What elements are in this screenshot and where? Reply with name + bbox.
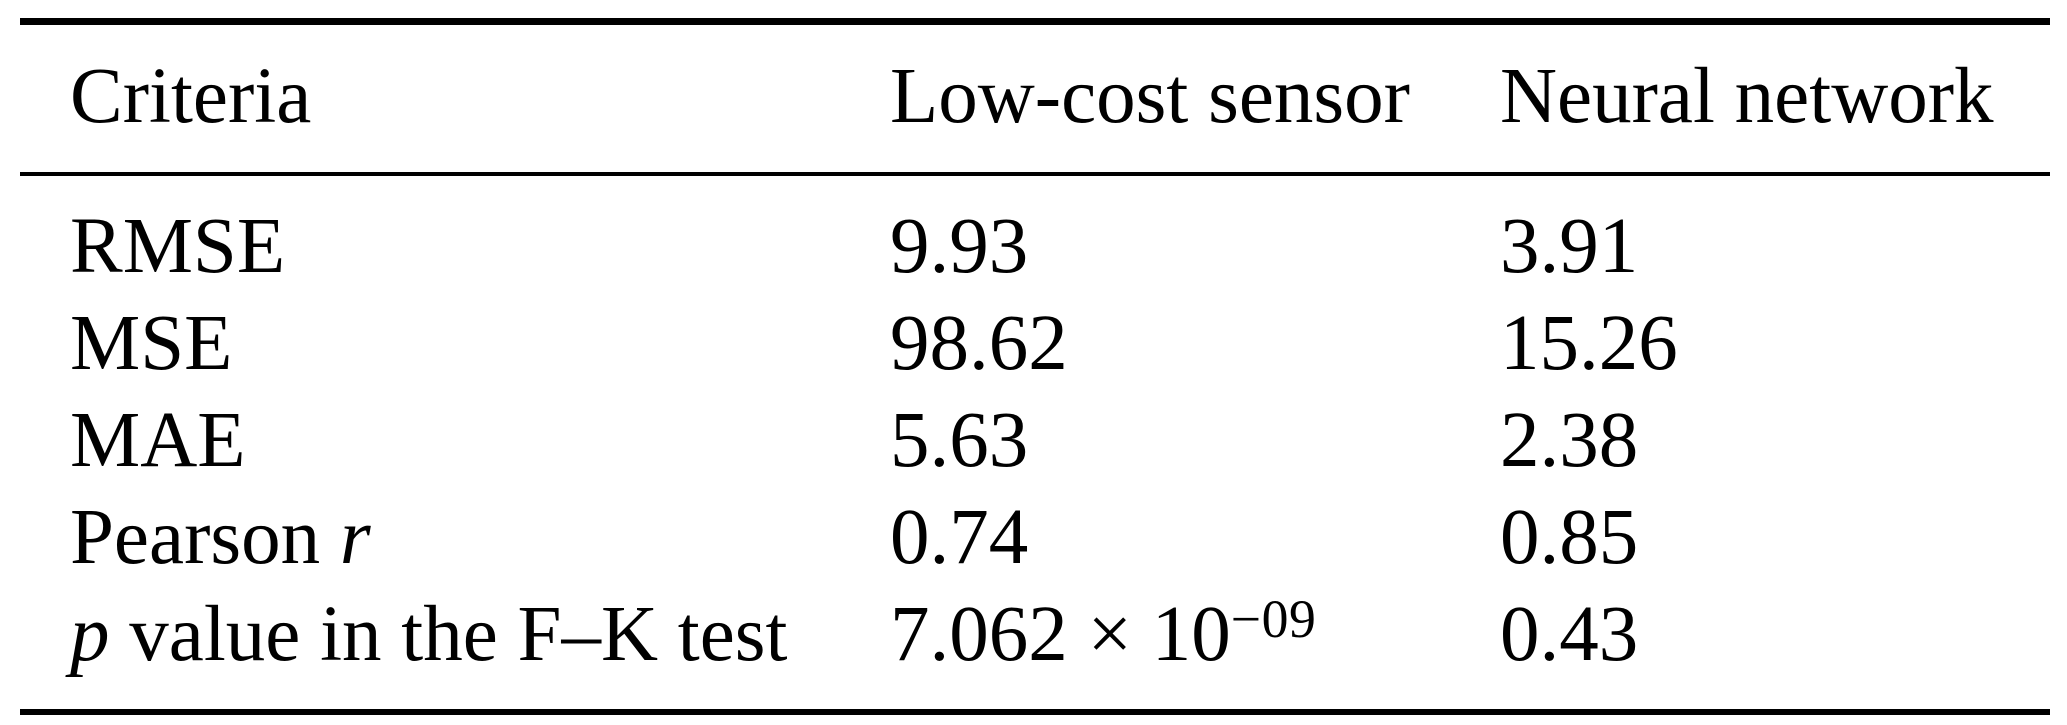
cell-criteria: Pearson r: [20, 489, 890, 586]
table-row: p value in the F–K test 7.062 × 10−09 0.43: [20, 586, 2050, 712]
text-segment: 7.062 × 10: [890, 591, 1231, 678]
text-segment: value in the F–K test: [109, 591, 788, 678]
cell-neural-network: 2.38: [1500, 392, 2050, 489]
table-row: MAE 5.63 2.38: [20, 392, 2050, 489]
col-header-criteria: Criteria: [20, 21, 890, 176]
table-row: Pearson r 0.74 0.85: [20, 489, 2050, 586]
text-segment: 5.63: [890, 397, 1029, 484]
text-segment: 15.26: [1500, 300, 1678, 387]
text-segment: MAE: [70, 397, 246, 484]
text-segment: 98.62: [890, 300, 1068, 387]
table-row: RMSE 9.93 3.91: [20, 174, 2050, 295]
text-segment: p: [70, 591, 110, 678]
cell-neural-network: 3.91: [1500, 174, 2050, 295]
table-body: RMSE 9.93 3.91 MSE 98.62 15.26 MAE 5.63 2.38 Pear…: [20, 174, 2050, 712]
cell-low-cost-sensor: 5.63: [890, 392, 1500, 489]
metrics-comparison-table: Criteria Low-cost sensor Neural network …: [20, 18, 2050, 715]
cell-neural-network: 0.43: [1500, 586, 2050, 712]
cell-criteria: p value in the F–K test: [20, 586, 890, 712]
cell-low-cost-sensor: 0.74: [890, 489, 1500, 586]
text-segment: 0.85: [1500, 494, 1639, 581]
table-row: MSE 98.62 15.26: [20, 295, 2050, 392]
text-segment: MSE: [70, 300, 233, 387]
col-header-low-cost-sensor: Low-cost sensor: [890, 21, 1500, 176]
table-header: Criteria Low-cost sensor Neural network: [20, 21, 2050, 176]
text-segment: r: [339, 494, 371, 581]
cell-criteria: RMSE: [20, 174, 890, 295]
text-segment: 0.43: [1500, 591, 1639, 678]
cell-neural-network: 0.85: [1500, 489, 2050, 586]
cell-low-cost-sensor: 98.62: [890, 295, 1500, 392]
cell-criteria: MSE: [20, 295, 890, 392]
cell-neural-network: 15.26: [1500, 295, 2050, 392]
text-segment: 3.91: [1500, 203, 1639, 290]
col-header-neural-network: Neural network: [1500, 21, 2050, 176]
text-segment: 0.74: [890, 494, 1029, 581]
text-segment: RMSE: [70, 203, 286, 290]
cell-criteria: MAE: [20, 392, 890, 489]
text-segment: Pearson: [70, 494, 340, 581]
text-segment: −09: [1230, 589, 1317, 650]
header-row: Criteria Low-cost sensor Neural network: [20, 21, 2050, 176]
cell-low-cost-sensor: 9.93: [890, 174, 1500, 295]
text-segment: 9.93: [890, 203, 1029, 290]
results-table-container: Criteria Low-cost sensor Neural network …: [20, 18, 2050, 715]
text-segment: 2.38: [1500, 397, 1639, 484]
cell-low-cost-sensor: 7.062 × 10−09: [890, 586, 1500, 712]
